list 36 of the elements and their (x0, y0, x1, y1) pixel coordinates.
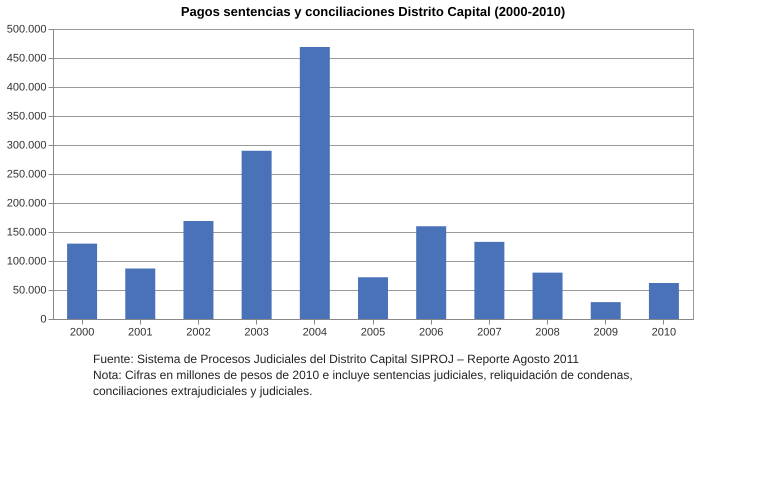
bar (474, 242, 504, 319)
y-tick-label: 250.000 (6, 168, 46, 180)
y-tick-label: 400.000 (6, 82, 46, 94)
chart-title: Pagos sentencias y conciliaciones Distrito Capital (2000-2010) (180, 4, 566, 19)
x-tick-label: 2009 (593, 326, 618, 338)
bar (183, 220, 214, 319)
bar (648, 283, 679, 319)
x-tick-label: 2007 (477, 326, 502, 338)
x-tick-label: 2006 (418, 326, 444, 338)
source-note: Fuente: Sistema de Procesos Judiciales del Distrito Capital SIPROJ – Reporte Agosto 2011 (93, 352, 580, 366)
y-tick-label: 100.000 (6, 256, 46, 268)
x-tick-label: 2004 (302, 326, 328, 338)
text: Nota: Cifras en millones de pesos de 2010 e incluye sentencias judiciales, reliquidación de condenas, conciliaciones extrajudiciales y judiciales. (93, 368, 633, 398)
y-tick-label: 450.000 (6, 52, 46, 64)
y-tick-label: 50.000 (12, 284, 46, 296)
x-tick-label: 2001 (128, 326, 153, 338)
bar (532, 272, 563, 319)
x-tick-label: 2003 (244, 326, 269, 338)
x-tick-label: 2010 (652, 326, 676, 338)
x-tick-label: 2000 (70, 326, 94, 338)
x-tick-label: 2005 (360, 326, 386, 338)
bar (242, 150, 272, 319)
bar (300, 46, 330, 319)
y-tick-label: 350.000 (6, 110, 46, 122)
bar (590, 302, 621, 319)
bar (358, 277, 388, 319)
y-tick-label: 150.000 (6, 226, 46, 238)
x-tick-label: 2002 (186, 326, 211, 338)
y-tick-label: 0 (40, 314, 46, 326)
x-tick-label: 2008 (535, 326, 560, 338)
bar (416, 226, 446, 319)
y-tick-label: 500.000 (6, 24, 46, 36)
y-tick-label: 200.000 (6, 198, 46, 210)
bar (67, 244, 98, 319)
y-tick-label: 300.000 (6, 140, 46, 152)
bar (125, 268, 156, 319)
